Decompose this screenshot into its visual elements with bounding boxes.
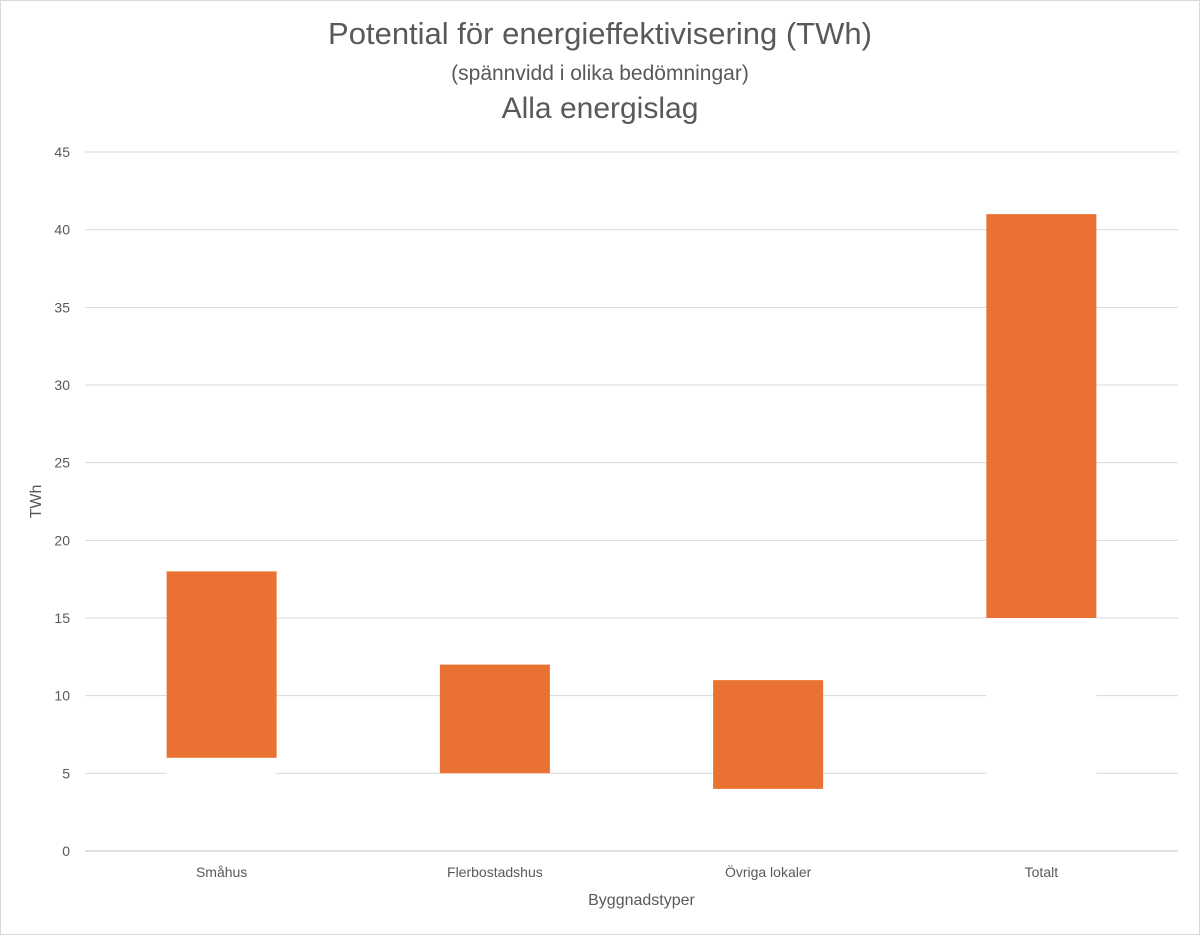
x-tick-label: Totalt (1025, 864, 1059, 880)
bar-base (713, 788, 824, 850)
y-tick-label: 25 (54, 455, 70, 471)
x-axis-ticks: Småhus Flerbostadshus Övriga lokaler Totalt (196, 863, 1058, 880)
y-tick-label: 35 (54, 299, 70, 315)
bar (166, 571, 277, 758)
bar-base (986, 618, 1097, 850)
y-tick-label: 5 (62, 765, 70, 781)
x-axis-label: Byggnadstyper (588, 892, 695, 909)
x-tick-label: Flerbostadshus (447, 864, 543, 880)
y-tick-label: 15 (54, 610, 70, 626)
chart-subtitle: (spännvidd i olika bedömningar) (451, 62, 749, 85)
bar (439, 664, 550, 774)
bar-base (439, 773, 550, 850)
bar-base (166, 757, 277, 850)
bar (986, 214, 1097, 618)
bar (713, 680, 824, 789)
chart-title: Potential för energieffektivisering (TWh… (328, 16, 872, 51)
bars (166, 214, 1097, 850)
y-tick-label: 45 (54, 144, 70, 160)
x-tick-label: Övriga lokaler (725, 863, 812, 880)
chart-subtitle-2: Alla energislag (501, 92, 699, 125)
y-tick-label: 0 (62, 843, 70, 859)
y-axis-label: TWh (28, 485, 45, 519)
y-tick-label: 30 (54, 377, 70, 393)
x-tick-label: Småhus (196, 864, 247, 880)
y-tick-label: 10 (54, 688, 70, 704)
y-axis-ticks: 0 5 10 15 20 25 30 35 40 45 (54, 144, 70, 859)
y-tick-label: 20 (54, 532, 70, 548)
y-tick-label: 40 (54, 222, 70, 238)
